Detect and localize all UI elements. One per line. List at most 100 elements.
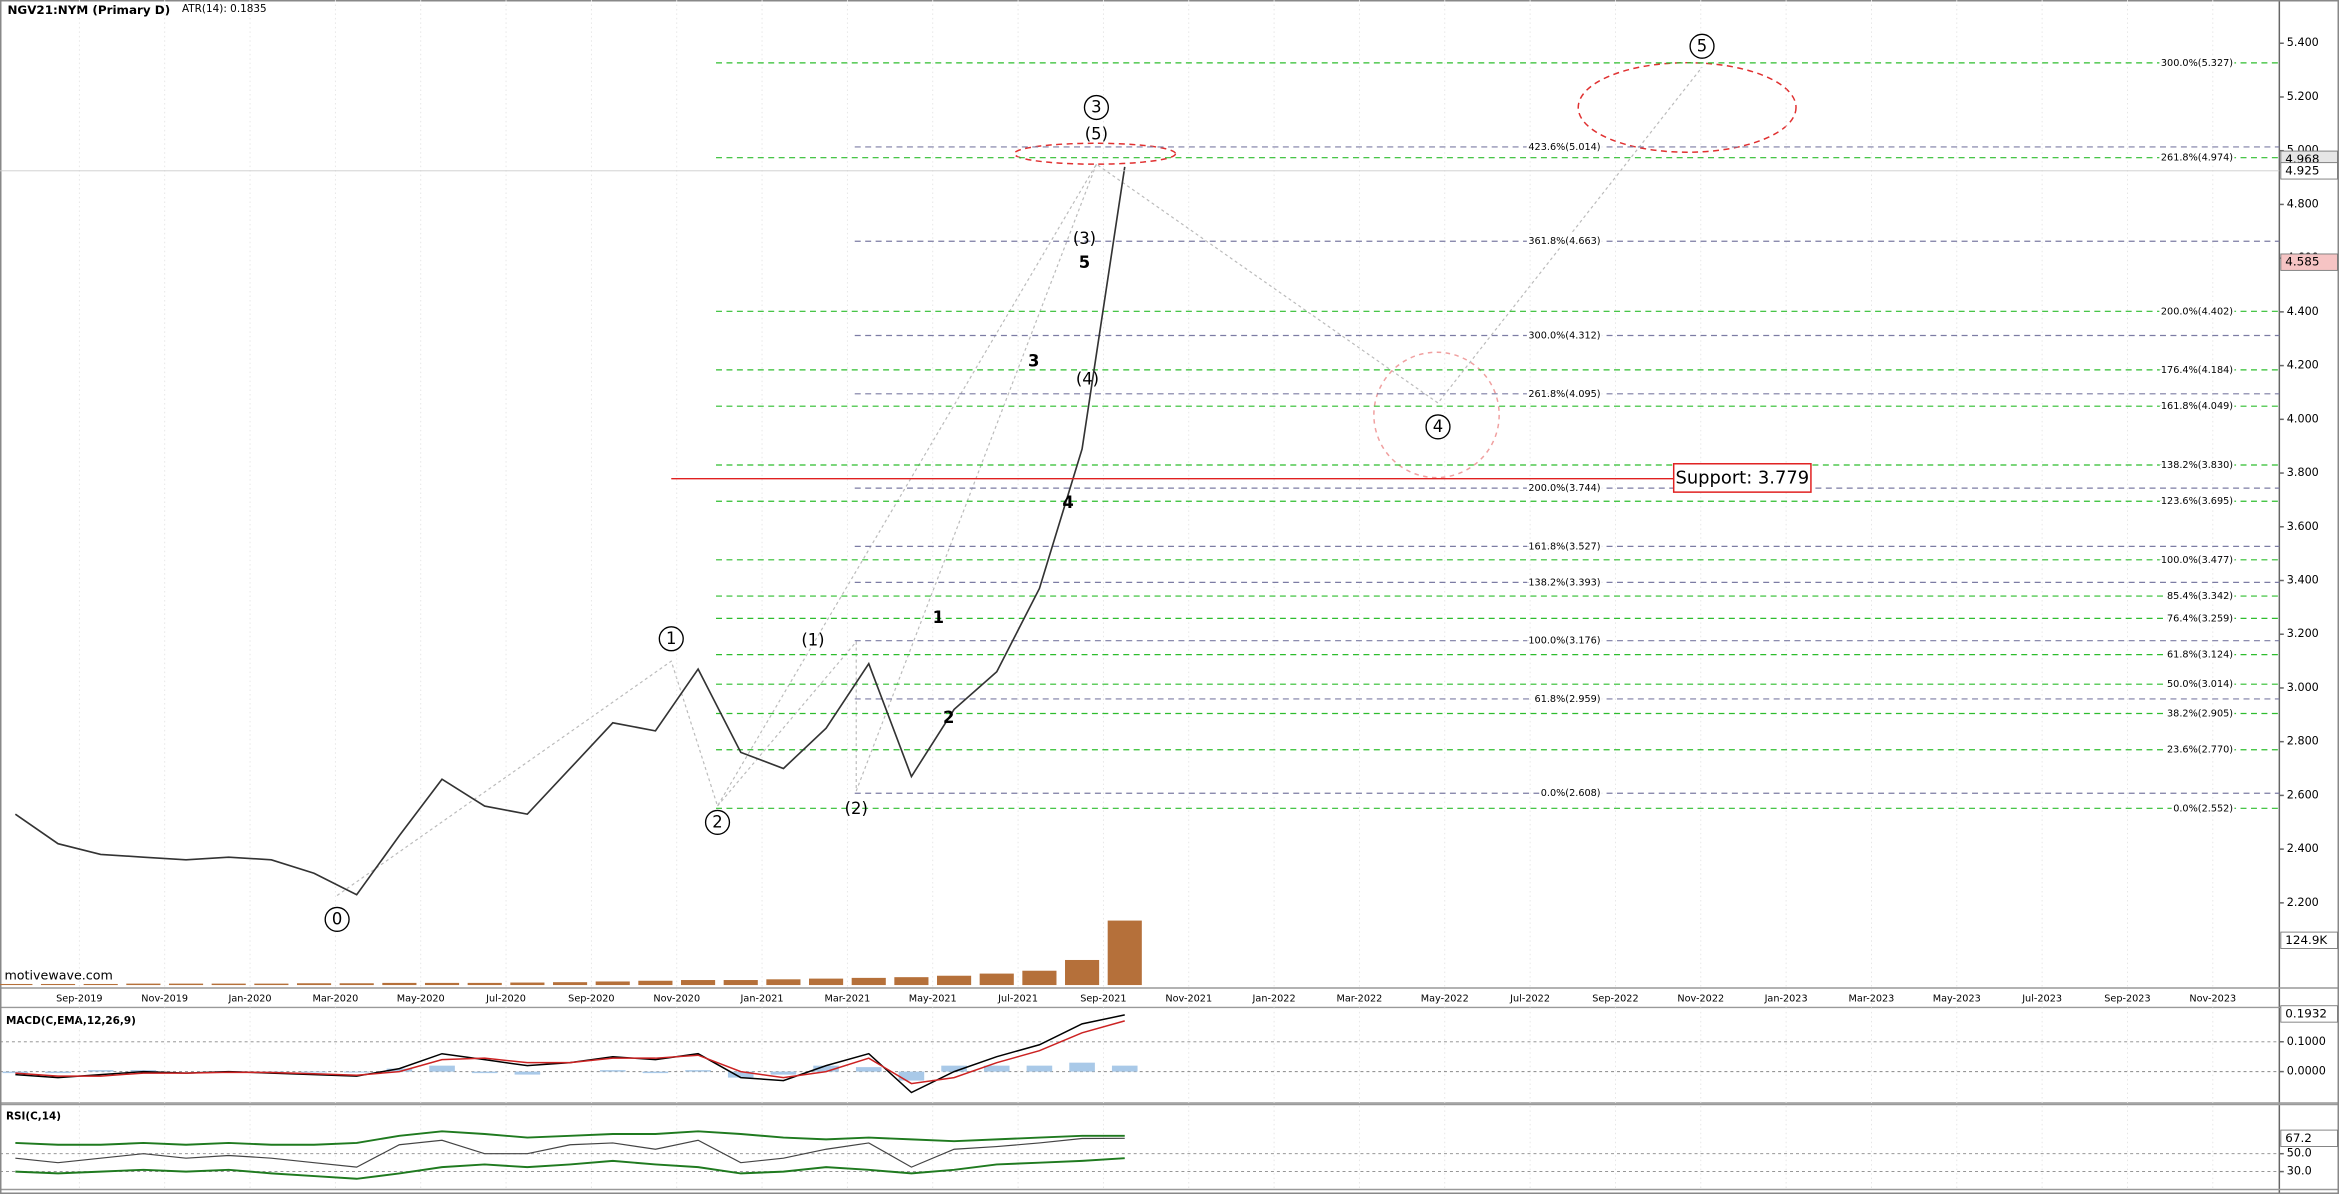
histogram-bar: [599, 1070, 626, 1072]
volume-bar: [467, 982, 502, 986]
y-tick-label: 3.400: [2287, 573, 2319, 586]
x-tick-label: Nov-2019: [141, 993, 188, 1004]
series-line: [15, 1137, 1125, 1168]
wave-label: 3: [1028, 351, 1039, 370]
y-tick-label: 4.200: [2287, 359, 2319, 372]
y-tick-label: 5.400: [2287, 36, 2319, 49]
histogram-bar: [685, 1070, 711, 1072]
fib-label: 361.8%(4.663): [1528, 236, 1600, 247]
price-tag-box: [2280, 162, 2338, 180]
chart-title: NGV21:NYM (Primary D): [7, 3, 170, 17]
fib-label: 0.0%(2.608): [1541, 788, 1601, 799]
volume-bar: [894, 977, 929, 986]
histogram-bar: [898, 1071, 925, 1081]
projection-path: [717, 163, 1097, 807]
y-tick-label: 4.000: [2287, 412, 2319, 425]
volume-bar: [0, 983, 33, 986]
histogram-bar: [727, 1071, 754, 1078]
wave-label: 2: [943, 708, 954, 727]
wave-label: 5: [1697, 37, 1707, 56]
x-tick-label: Jan-2023: [1764, 993, 1808, 1004]
indicator-title: ATR(14): 0.1835: [182, 3, 267, 15]
wave-circle: [324, 906, 350, 932]
volume-bar: [638, 980, 673, 986]
histogram-bar: [301, 1071, 327, 1073]
fib-label: 300.0%(4.312): [1528, 331, 1600, 342]
x-tick-label: May-2021: [909, 993, 957, 1004]
fib-label: 161.8%(4.049): [2161, 401, 2233, 412]
histogram-bar: [45, 1071, 71, 1074]
volume-bar: [1065, 959, 1100, 986]
fib-label: 76.4%(3.259): [2167, 613, 2233, 624]
x-tick-label: Nov-2020: [653, 993, 700, 1004]
volume-bar: [723, 980, 758, 986]
y-tick-label: 2.400: [2287, 842, 2319, 855]
x-tick-label: Mar-2023: [1849, 993, 1895, 1004]
histogram-bar: [87, 1070, 114, 1072]
volume-bar: [680, 980, 716, 986]
volume-bar: [296, 983, 332, 986]
fib-label: 138.2%(3.393): [1528, 577, 1600, 588]
x-tick-label: Jul-2021: [997, 993, 1038, 1004]
wave-label: (3): [1073, 229, 1096, 248]
x-tick-label: Mar-2020: [312, 993, 358, 1004]
histogram-bar: [130, 1070, 157, 1072]
fib-label: 123.6%(3.695): [2161, 496, 2233, 507]
wave-circle: [1083, 94, 1110, 121]
y-tick-label: 4.400: [2287, 305, 2319, 318]
histogram-bar: [343, 1071, 370, 1073]
wave-label: (5): [1085, 125, 1108, 144]
histogram-bar: [983, 1065, 1010, 1072]
histogram-bar: [941, 1065, 967, 1072]
fib-label: 176.4%(4.184): [2161, 365, 2233, 376]
histogram-bar: [1026, 1065, 1053, 1072]
series-line: [15, 1157, 1125, 1180]
fib-label: 85.4%(3.342): [2167, 591, 2233, 602]
histogram-bar: [2, 1071, 29, 1074]
fib-label: 0.0%(2.552): [2173, 803, 2233, 814]
fib-label: 61.8%(2.959): [1535, 694, 1601, 705]
x-tick-label: Sep-2023: [2104, 993, 2150, 1004]
fib-label: 261.8%(4.974): [2161, 153, 2233, 164]
series-line: [14, 166, 1126, 896]
price-tag: 0.1932: [2285, 1006, 2327, 1020]
histogram-bar: [642, 1071, 669, 1074]
y-tick-label: 3.800: [2287, 466, 2319, 479]
x-tick-label: Jan-2021: [740, 993, 784, 1004]
volume-tag-box: [2280, 931, 2338, 949]
x-tick-label: Jan-2020: [228, 993, 272, 1004]
wave-label: (2): [845, 799, 868, 818]
fib-label: 138.2%(3.830): [2161, 460, 2233, 471]
y-tick-label: 30.0: [2287, 1165, 2312, 1178]
volume-bar: [40, 983, 76, 986]
series-line: [15, 1130, 1125, 1146]
wave-circle: [704, 809, 731, 835]
wave-label: 1: [666, 629, 676, 648]
volume-bar: [168, 983, 204, 986]
x-tick-label: Nov-2022: [1677, 993, 1724, 1004]
y-tick-label: 50.0: [2287, 1147, 2312, 1160]
price-tag: 4.925: [2285, 163, 2319, 177]
wave-label: 1: [933, 608, 944, 627]
price-tag: 67.2: [2285, 1131, 2312, 1145]
fib-label: 100.0%(3.176): [1528, 636, 1600, 647]
volume-bar: [552, 982, 588, 986]
fib-label: 100.0%(3.477): [2161, 555, 2233, 566]
volume-bar: [851, 977, 886, 986]
wave-circle: [1689, 33, 1715, 59]
histogram-bar: [471, 1071, 498, 1074]
volume-bar: [766, 979, 801, 986]
fib-label: 161.8%(3.527): [1528, 541, 1600, 552]
y-tick-label: 5.200: [2287, 90, 2319, 103]
volume-bar: [1107, 920, 1142, 986]
x-tick-label: Sep-2019: [56, 993, 102, 1004]
volume-bar: [254, 983, 289, 986]
x-tick-label: Sep-2022: [1592, 993, 1638, 1004]
y-tick-label: 2.800: [2287, 735, 2319, 748]
y-tick-label: 2.600: [2287, 788, 2319, 801]
support-label: Support: 3.779: [1676, 468, 1810, 489]
volume-tag: 124.9K: [2285, 933, 2328, 947]
